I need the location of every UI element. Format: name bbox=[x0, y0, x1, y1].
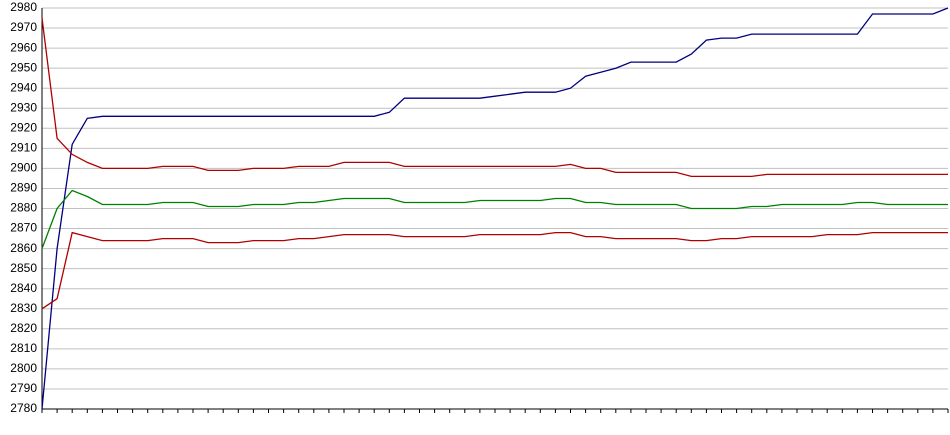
y-tick-label: 2960 bbox=[10, 40, 37, 54]
y-tick-label: 2810 bbox=[10, 341, 37, 355]
y-tick-label: 2840 bbox=[10, 281, 37, 295]
series-line bbox=[41, 17, 948, 178]
series-line bbox=[41, 189, 948, 249]
y-tick-label: 2980 bbox=[10, 0, 37, 14]
y-tick-label: 2870 bbox=[10, 221, 37, 235]
y-tick-label: 2950 bbox=[10, 60, 37, 74]
y-tick-label: 2830 bbox=[10, 301, 37, 315]
y-tick-label: 2800 bbox=[10, 361, 37, 375]
y-tick-label: 2780 bbox=[10, 401, 37, 415]
y-tick-label: 2970 bbox=[10, 20, 37, 34]
y-tick-label: 2880 bbox=[10, 201, 37, 215]
y-tick-label: 2890 bbox=[10, 181, 37, 195]
y-tick-label: 2940 bbox=[10, 80, 37, 94]
y-tick-label: 2850 bbox=[10, 261, 37, 275]
y-tick-label: 2930 bbox=[10, 100, 37, 114]
y-tick-label: 2820 bbox=[10, 321, 37, 335]
y-tick-label: 2790 bbox=[10, 381, 37, 395]
y-tick-label: 2920 bbox=[10, 120, 37, 134]
y-tick-label: 2860 bbox=[10, 241, 37, 255]
series-line bbox=[41, 231, 948, 310]
y-tick-label: 2900 bbox=[10, 161, 37, 175]
y-tick-label: 2910 bbox=[10, 141, 37, 155]
series-line bbox=[41, 7, 949, 410]
